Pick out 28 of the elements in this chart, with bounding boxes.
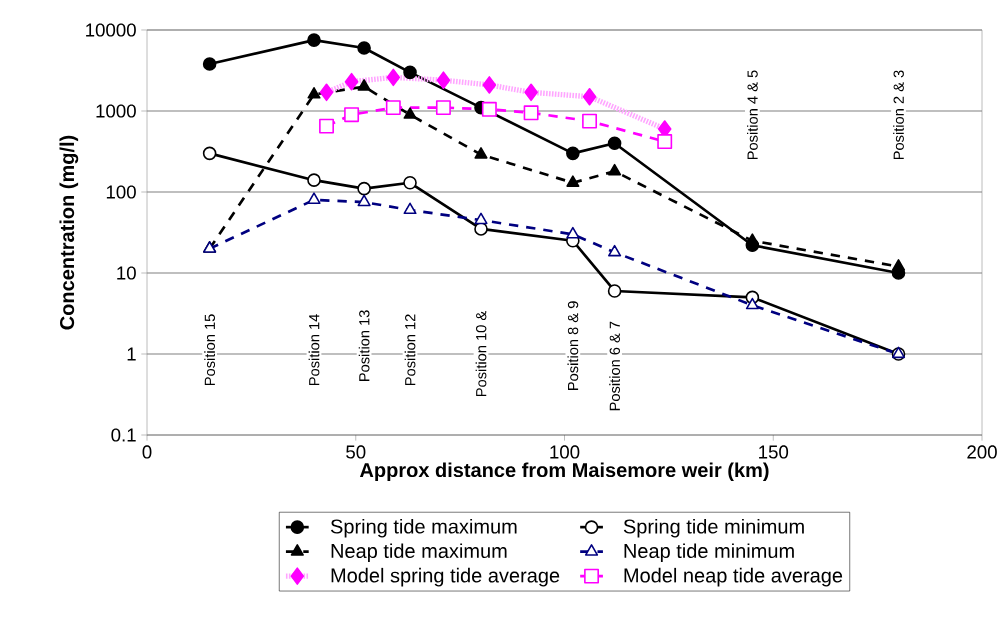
x-tick-label: 50 bbox=[346, 445, 366, 459]
legend-label: Spring tide maximum bbox=[330, 518, 517, 538]
annotation: Position 12 bbox=[404, 314, 416, 386]
x-tick-label: 100 bbox=[550, 445, 580, 459]
y-tick-label: 0.1 bbox=[111, 428, 136, 442]
x-tick-label: 150 bbox=[759, 445, 789, 459]
annotation: Position 6 & 7 bbox=[609, 321, 620, 411]
y-tick-label: 100 bbox=[106, 185, 136, 199]
annotation: Position 8 & 9 bbox=[567, 301, 579, 390]
x-tick-label: 0 bbox=[142, 445, 152, 459]
annotation: Position 4 & 5 bbox=[747, 70, 758, 160]
x-axis-title: Approx distance from Maisemore weir (km) bbox=[359, 462, 769, 482]
y-tick-label: 10 bbox=[117, 266, 136, 280]
y-tick-label: 1 bbox=[127, 347, 136, 361]
legend-label: Neap tide minimum bbox=[624, 543, 794, 563]
annotation: Position 2 & 3 bbox=[893, 70, 904, 160]
annotation: Position 10 & bbox=[475, 311, 487, 396]
annotation: Position 15 bbox=[204, 314, 216, 386]
x-tick-label: 200 bbox=[967, 445, 997, 459]
annotation: Position 13 bbox=[358, 310, 370, 381]
annotation: Position 14 bbox=[308, 314, 320, 386]
y-axis-title: Concentration (mg/l) bbox=[59, 135, 79, 330]
y-tick-label: 1000 bbox=[96, 104, 136, 118]
legend-label: Model spring tide average bbox=[331, 567, 560, 587]
legend-label: Model neap tide average bbox=[624, 567, 843, 587]
legend-label: Spring tide minimum bbox=[623, 518, 804, 538]
legend-label: Neap tide maximum bbox=[331, 543, 507, 563]
y-tick-label: 10000 bbox=[86, 23, 136, 37]
